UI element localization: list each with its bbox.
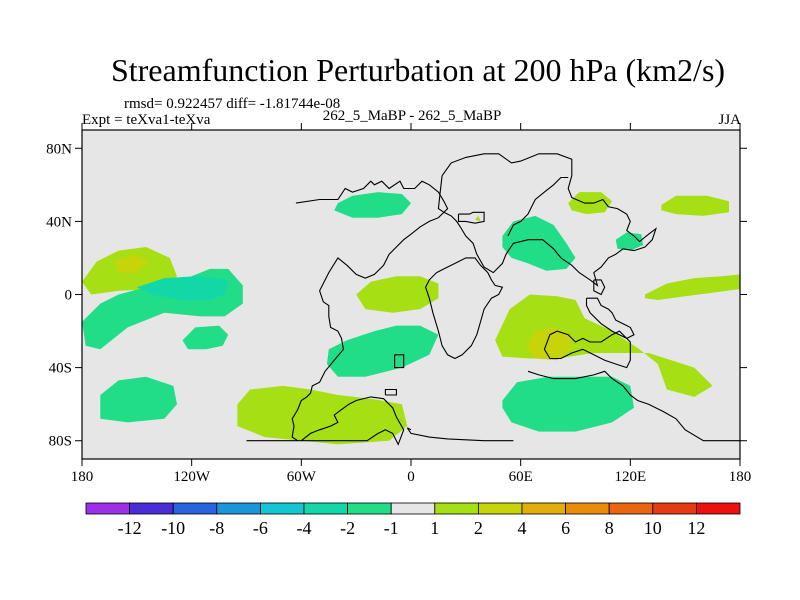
- colorbar-swatch-2: [172, 502, 218, 515]
- colorbar-label-6: -1: [384, 518, 399, 538]
- colorbar-label-13: 12: [687, 518, 705, 538]
- map-plot-area: [81, 129, 741, 460]
- coastline-14: [527, 370, 740, 442]
- y-tick-label-1: 40N: [46, 214, 72, 230]
- colorbar-swatch-6: [347, 502, 392, 515]
- colorbar-swatch-10: [521, 502, 566, 515]
- contour-region-1: [114, 254, 150, 273]
- colorbar-swatch-8: [434, 502, 479, 515]
- y-tick-label-0: 80N: [46, 141, 72, 157]
- colorbar-swatch-5: [303, 502, 348, 515]
- chart-title: Streamfunction Perturbation at 200 hPa (…: [111, 52, 725, 88]
- colorbar-label-3: -6: [253, 518, 268, 538]
- experiment-label: Expt = teXva1-teXva: [82, 112, 211, 128]
- y-tick-label-2: 0: [65, 288, 73, 304]
- colorbar-label-1: -10: [161, 518, 185, 538]
- contour-region-9: [326, 325, 439, 377]
- coastline-0: [291, 180, 449, 442]
- continent-outlines: [246, 153, 740, 446]
- colorbar-swatch-4: [259, 502, 305, 515]
- colorbar-label-0: -12: [118, 518, 142, 538]
- center-label: 262_5_MaBP - 262_5_MaBP: [323, 108, 502, 124]
- colorbar-swatch-12: [608, 502, 654, 515]
- colorbar: -12 -10 -8 -6 -4 -2 -1 1 2 4 6 8 10 12: [85, 502, 741, 538]
- coastline-5: [406, 427, 514, 442]
- colorbar-label-7: 1: [430, 518, 439, 538]
- x-tick-label-1: 120W: [173, 469, 211, 485]
- season-label: JJA: [718, 112, 741, 128]
- contour-region-16: [526, 327, 572, 361]
- coastline-8: [457, 211, 485, 224]
- colorbar-swatch-14: [696, 502, 741, 515]
- contour-region-12: [661, 195, 729, 216]
- coastline-2: [384, 388, 397, 396]
- colorbar-swatch-13: [652, 502, 697, 515]
- colorbar-label-10: 6: [561, 518, 570, 538]
- colorbar-label-2: -8: [209, 518, 224, 538]
- contour-fills: [82, 192, 740, 445]
- contour-region-7: [334, 192, 411, 218]
- coastline-7: [437, 153, 657, 287]
- coastline-11: [543, 330, 631, 369]
- axis-ticks: 180 120W 60W 0 60E 120E 180 80N 40N 0 40S 80S: [46, 123, 751, 485]
- coastline-1: [394, 354, 405, 369]
- colorbar-swatch-9: [477, 502, 523, 515]
- contour-region-10: [502, 215, 576, 271]
- contour-region-5: [100, 376, 177, 423]
- colorbar-swatch-11: [565, 502, 610, 515]
- coastline-12: [585, 297, 635, 340]
- colorbar-label-8: 2: [474, 518, 483, 538]
- contour-region-4: [182, 325, 229, 350]
- x-tick-label-6: 180: [729, 469, 752, 485]
- colorbar-swatch-7: [390, 502, 436, 515]
- x-tick-label-0: 180: [71, 469, 94, 485]
- stats-label: rmsd= 0.922457 diff= -1.81744e-08: [124, 96, 340, 112]
- colorbar-label-9: 4: [518, 518, 527, 538]
- colorbar-swatch-1: [129, 502, 174, 515]
- contour-region-17: [502, 376, 634, 432]
- colorbar-label-12: 10: [644, 518, 662, 538]
- coastline-10: [507, 176, 569, 237]
- coastline-9: [425, 257, 504, 360]
- contour-region-14: [645, 274, 740, 300]
- colorbar-label-11: 8: [605, 518, 614, 538]
- y-tick-label-4: 80S: [49, 434, 72, 450]
- contour-region-18: [475, 215, 481, 222]
- colorbar-swatch-3: [216, 502, 261, 515]
- colorbar-swatch-0: [85, 502, 130, 515]
- contour-region-15: [495, 294, 713, 397]
- x-tick-label-3: 0: [407, 469, 415, 485]
- y-tick-label-3: 40S: [49, 361, 72, 377]
- colorbar-label-4: -4: [297, 518, 312, 538]
- contour-region-6: [237, 385, 408, 445]
- coastline-6: [407, 427, 412, 431]
- x-tick-label-4: 60E: [509, 469, 533, 485]
- colorbar-label-5: -2: [340, 518, 355, 538]
- coastline-13: [593, 279, 606, 296]
- contour-region-8: [356, 276, 439, 313]
- contour-region-13: [615, 232, 644, 251]
- x-tick-label-2: 60W: [287, 469, 317, 485]
- coastline-3: [295, 396, 405, 446]
- x-tick-label-5: 120E: [614, 469, 646, 485]
- contour-region-3: [136, 276, 229, 300]
